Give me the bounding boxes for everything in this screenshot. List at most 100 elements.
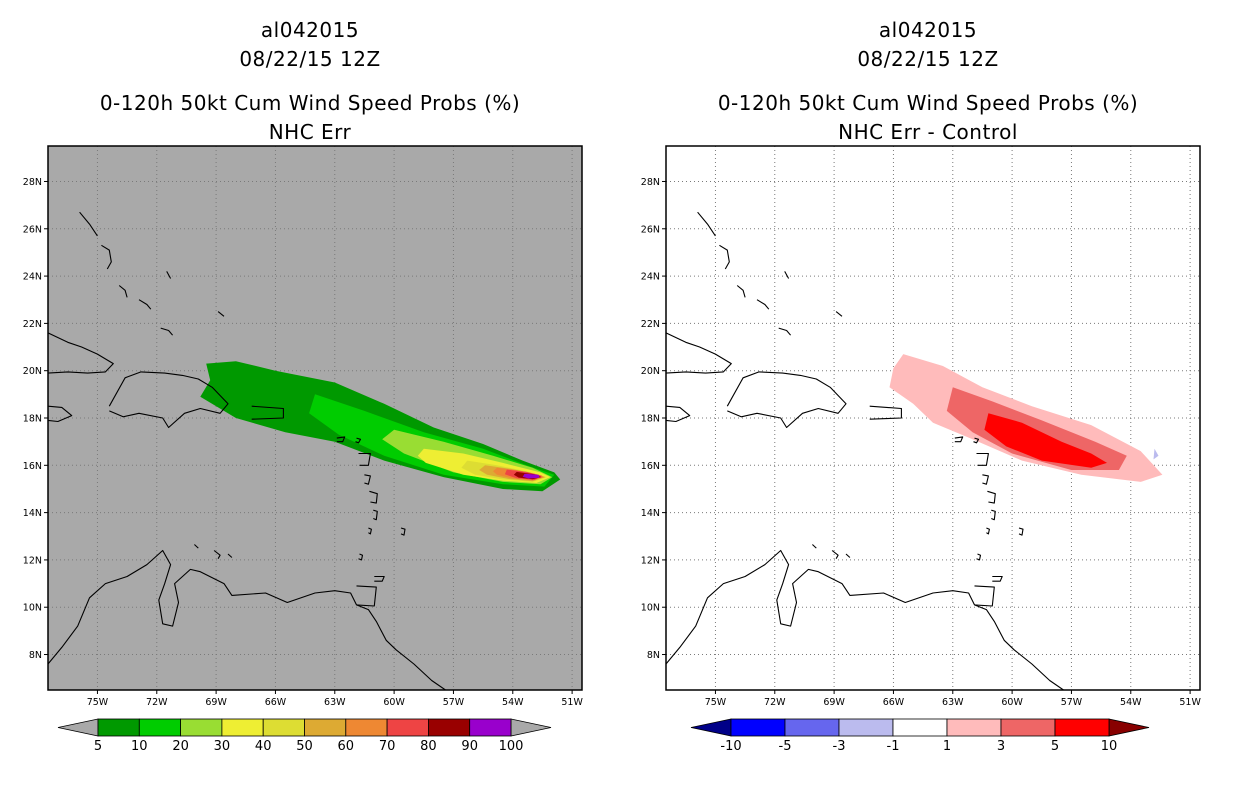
right-cbar-under <box>690 718 732 737</box>
right-coastline-1 <box>666 405 691 423</box>
right-cbar-swatch-1 <box>784 718 840 737</box>
right-coastline-0 <box>666 332 732 374</box>
left-cbar-under <box>57 718 99 737</box>
left-coastline-13 <box>374 575 385 582</box>
right-y-axis: 28N 26N 24N 22N 20N 18N 16N 14N 12N 10N 8N <box>641 177 666 661</box>
left-cbar-label-3: 30 <box>214 739 231 754</box>
left-ytick-label-10: 8N <box>29 650 42 661</box>
left-ytick-label-0: 28N <box>23 177 42 188</box>
right-difference-contours <box>889 354 1163 482</box>
right-coastline-19 <box>778 327 792 336</box>
right-title-line-4: NHC Err - Control <box>838 120 1018 144</box>
right-cbar-label-6: 5 <box>1051 739 1059 754</box>
left-coastline-5 <box>355 437 362 444</box>
left-ytick-label-8: 12N <box>23 555 42 566</box>
right-ytick-label-9: 10N <box>641 603 660 614</box>
right-xtick-label-8: 51W <box>1179 697 1201 708</box>
left-ytick-label-5: 18N <box>23 414 42 425</box>
right-ytick-label-7: 14N <box>641 508 660 519</box>
left-cbar-swatch-6 <box>345 718 388 737</box>
left-coastline-3 <box>251 405 284 420</box>
left-cbar-swatch-7 <box>386 718 429 737</box>
left-coastline-22 <box>48 549 446 690</box>
left-ytick-label-9: 10N <box>23 603 42 614</box>
left-cbar-swatch-3 <box>221 718 264 737</box>
right-colorbar: -10 -5 -3 -1 1 3 5 10 <box>690 718 1150 754</box>
left-ytick-label-6: 16N <box>23 461 42 472</box>
right-cbar-label-7: 10 <box>1101 739 1118 754</box>
left-ytick-label-3: 22N <box>23 319 42 330</box>
left-colorbar: 5 10 20 30 40 50 60 70 80 90 100 <box>57 718 552 754</box>
right-ytick-label-10: 8N <box>647 650 660 661</box>
right-panel: al042015 08/22/15 12Z 0-120h 50kt Cum Wi… <box>641 18 1202 754</box>
right-coastline-6 <box>976 452 989 466</box>
left-coastline-14 <box>356 585 377 607</box>
right-coastline-5 <box>973 437 980 444</box>
right-xtick-label-6: 57W <box>1061 697 1083 708</box>
right-ytick-label-8: 12N <box>641 555 660 566</box>
right-cbar-swatch-0 <box>730 718 786 737</box>
left-ytick-label-4: 20N <box>23 366 42 377</box>
left-coastline-16 <box>118 285 128 298</box>
left-contour-90 <box>522 473 540 479</box>
right-ytick-label-3: 22N <box>641 319 660 330</box>
right-cbar-swatch-2 <box>838 718 894 737</box>
left-title-line-3: 0-120h 50kt Cum Wind Speed Probs (%) <box>100 91 520 115</box>
left-coastlines <box>48 211 446 690</box>
right-coastline-3 <box>869 405 902 420</box>
left-ytick-label-1: 26N <box>23 224 42 235</box>
left-ytick-label-2: 24N <box>23 272 42 283</box>
right-coastline-18 <box>697 211 716 237</box>
left-title-line-1: al042015 <box>261 18 359 42</box>
left-xtick-label-1: 72W <box>146 697 168 708</box>
right-cbar-swatch-3 <box>892 718 948 737</box>
left-xtick-label-6: 57W <box>443 697 465 708</box>
right-coastline-9 <box>991 509 996 521</box>
right-ytick-label-6: 16N <box>641 461 660 472</box>
right-coastline-21 <box>835 311 843 317</box>
left-probability-contours <box>200 361 561 492</box>
left-coastline-8 <box>369 490 378 504</box>
left-panel: al042015 08/22/15 12Z 0-120h 50kt Cum Wi… <box>23 18 584 754</box>
right-coastline-2 <box>726 371 847 429</box>
left-cbar-label-1: 10 <box>131 739 148 754</box>
right-ytick-label-0: 28N <box>641 177 660 188</box>
left-xtick-label-8: 51W <box>561 697 583 708</box>
right-cbar-swatch-6 <box>1054 718 1110 737</box>
left-coastline-25 <box>227 553 233 558</box>
left-cbar-swatch-4 <box>262 718 305 737</box>
left-y-axis: 28N 26N 24N 22N 20N 18N 16N 14N 12N 10N 8N <box>23 177 48 661</box>
left-coastline-24 <box>194 544 199 549</box>
left-coastline-10 <box>400 527 406 536</box>
right-cbar-label-2: -3 <box>833 739 846 754</box>
right-cbar-label-1: -5 <box>779 739 792 754</box>
left-cbar-label-10: 100 <box>499 739 524 754</box>
left-coastline-18 <box>79 211 98 237</box>
left-xtick-label-0: 75W <box>87 697 109 708</box>
right-cbar-swatch-4 <box>946 718 1002 737</box>
left-coastline-1 <box>48 405 73 423</box>
left-coastline-2 <box>108 371 229 429</box>
right-coastline-7 <box>982 474 989 485</box>
left-cbar-label-2: 20 <box>172 739 189 754</box>
left-x-axis: 75W 72W 69W 66W 63W 60W 57W 54W 51W <box>87 690 583 708</box>
right-coastline-24 <box>812 544 817 549</box>
right-coastline-23 <box>831 550 839 559</box>
left-coastline-21 <box>217 311 225 317</box>
left-xtick-label-2: 69W <box>205 697 227 708</box>
left-cbar-label-4: 40 <box>255 739 272 754</box>
right-coastline-13 <box>992 575 1003 582</box>
right-coastline-12 <box>976 553 982 561</box>
left-xtick-label-7: 54W <box>502 697 524 708</box>
left-coastline-23 <box>213 550 221 559</box>
right-xtick-label-4: 63W <box>942 697 964 708</box>
left-cbar-swatch-1 <box>138 718 182 737</box>
left-coastline-6 <box>358 452 371 466</box>
right-cbar-label-5: 3 <box>997 739 1005 754</box>
right-coastline-10 <box>1018 527 1024 536</box>
right-coastline-22 <box>666 549 1064 690</box>
right-coastline-20 <box>784 271 790 279</box>
left-coastline-9 <box>373 509 378 521</box>
right-coastline-11 <box>986 527 990 535</box>
left-coastline-19 <box>160 327 174 336</box>
